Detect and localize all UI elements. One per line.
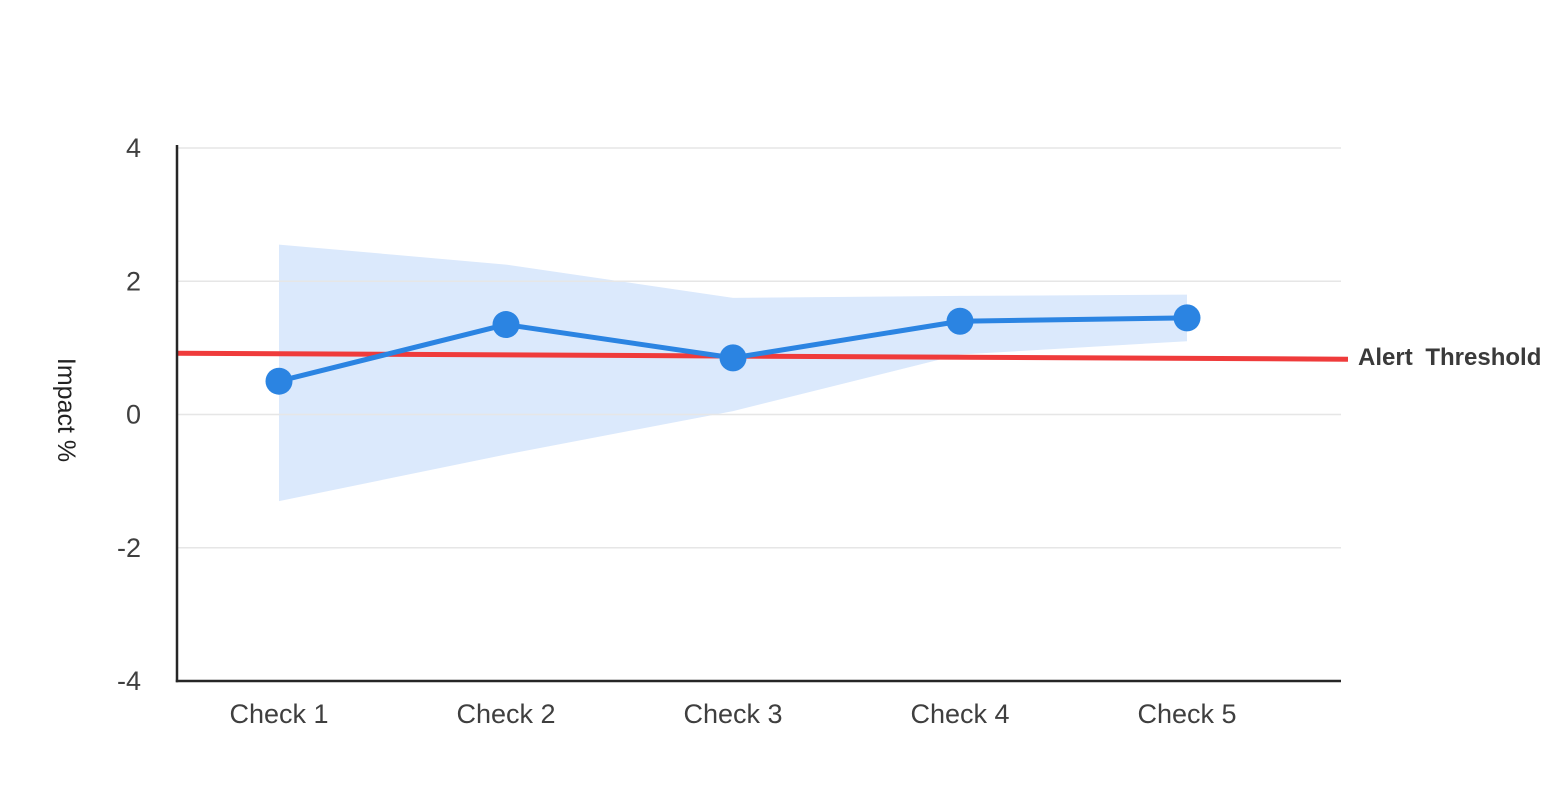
data-point-check-1 bbox=[265, 367, 293, 395]
data-point-check-3 bbox=[719, 344, 747, 372]
data-point-check-5 bbox=[1173, 304, 1201, 332]
x-label-check-1: Check 1 bbox=[229, 699, 328, 729]
y-tick-label-0: 0 bbox=[126, 400, 141, 430]
y-tick-label--2: -2 bbox=[117, 533, 141, 563]
x-label-check-2: Check 2 bbox=[456, 699, 555, 729]
y-tick-label--4: -4 bbox=[117, 666, 141, 696]
x-label-check-4: Check 4 bbox=[910, 699, 1009, 729]
threshold-line bbox=[176, 350, 1349, 362]
y-tick-label-2: 2 bbox=[126, 266, 141, 296]
threshold-label: Alert Threshold bbox=[1358, 344, 1541, 371]
data-point-check-2 bbox=[492, 311, 520, 339]
confidence-band bbox=[279, 244, 1187, 502]
data-point-check-4 bbox=[946, 307, 974, 335]
x-label-check-5: Check 5 bbox=[1137, 699, 1236, 729]
y-axis-title: Impact % bbox=[52, 358, 80, 462]
x-label-check-3: Check 3 bbox=[683, 699, 782, 729]
y-tick-label-4: 4 bbox=[126, 133, 141, 163]
